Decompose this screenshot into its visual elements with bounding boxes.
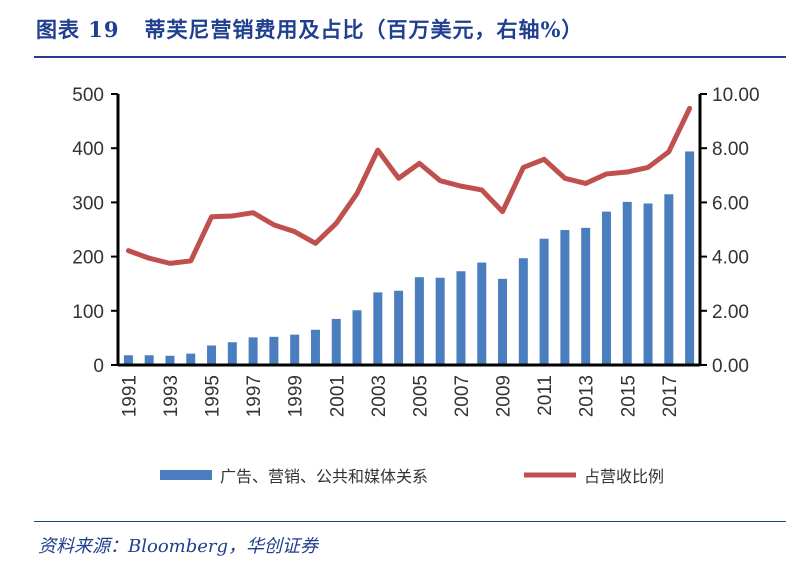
x-tick-label: 2003 bbox=[369, 375, 390, 417]
x-tick-label: 1999 bbox=[286, 375, 307, 417]
bar-2008 bbox=[477, 262, 487, 365]
right-tick-label: 4.00 bbox=[712, 248, 749, 269]
bar-2001 bbox=[331, 318, 341, 365]
right-tick-label: 8.00 bbox=[712, 139, 749, 160]
bar-2004 bbox=[394, 290, 404, 365]
line-series bbox=[125, 105, 693, 266]
legend-label-line: 占营收比例 bbox=[584, 467, 664, 486]
bar-1991 bbox=[123, 355, 133, 365]
bar-1999 bbox=[290, 334, 300, 365]
x-tick-label: 1997 bbox=[244, 375, 265, 417]
source-note: 资料来源：Bloomberg，华创证券 bbox=[38, 536, 319, 557]
bar-1993 bbox=[165, 355, 175, 365]
x-tick-label: 2011 bbox=[535, 375, 556, 416]
x-tick-label: 2005 bbox=[410, 375, 431, 417]
bar-2000 bbox=[310, 329, 320, 365]
right-tick-label: 2.00 bbox=[712, 302, 749, 323]
bar-1998 bbox=[269, 336, 279, 365]
right-tick-label: 0.00 bbox=[712, 356, 749, 377]
bar-1996 bbox=[227, 342, 237, 365]
bar-2006 bbox=[435, 277, 445, 365]
footer-divider bbox=[34, 521, 786, 522]
x-tick-label: 2001 bbox=[327, 375, 348, 417]
bar-2009 bbox=[498, 278, 508, 365]
bar-2011 bbox=[539, 238, 549, 365]
x-tick-label: 2017 bbox=[660, 375, 681, 417]
title-divider bbox=[34, 56, 786, 58]
bar-1994 bbox=[186, 353, 196, 365]
x-tick-label: 2007 bbox=[452, 375, 473, 417]
bar-1992 bbox=[144, 355, 154, 365]
bar-1997 bbox=[248, 337, 258, 365]
right-tick-label: 10.00 bbox=[712, 85, 760, 106]
x-tick-label: 1991 bbox=[119, 375, 140, 417]
bar-2017 bbox=[664, 194, 674, 365]
bar-2003 bbox=[373, 292, 383, 365]
bar-2002 bbox=[352, 310, 362, 365]
bar-2007 bbox=[456, 271, 466, 365]
right-tick-label: 6.00 bbox=[712, 193, 749, 214]
bar-2013 bbox=[581, 227, 591, 365]
bar-2016 bbox=[643, 203, 653, 365]
left-tick-label: 500 bbox=[72, 85, 104, 106]
left-tick-label: 200 bbox=[72, 248, 104, 269]
bar-2012 bbox=[560, 230, 570, 365]
bar-2018 bbox=[685, 151, 695, 365]
bar-2005 bbox=[414, 277, 424, 365]
x-tick-label: 2015 bbox=[618, 375, 639, 417]
legend-label-bar: 广告、营销、公共和媒体关系 bbox=[220, 467, 428, 486]
bar-1995 bbox=[207, 345, 217, 365]
bar-2014 bbox=[601, 211, 611, 365]
left-tick-label: 400 bbox=[72, 139, 104, 160]
x-tick-label: 1993 bbox=[161, 375, 182, 417]
left-tick-label: 100 bbox=[72, 302, 104, 323]
legend-swatch-bar bbox=[160, 470, 212, 480]
x-tick-label: 2013 bbox=[577, 375, 598, 417]
bar-2015 bbox=[622, 201, 632, 365]
figure-title: 图表 19 蒂芙尼营销费用及占比（百万美元，右轴%） bbox=[36, 17, 584, 42]
left-tick-label: 0 bbox=[93, 356, 104, 377]
left-tick-label: 300 bbox=[72, 193, 104, 214]
bar-2010 bbox=[518, 258, 528, 365]
x-tick-label: 1995 bbox=[203, 375, 224, 417]
x-tick-label: 2009 bbox=[494, 375, 515, 417]
